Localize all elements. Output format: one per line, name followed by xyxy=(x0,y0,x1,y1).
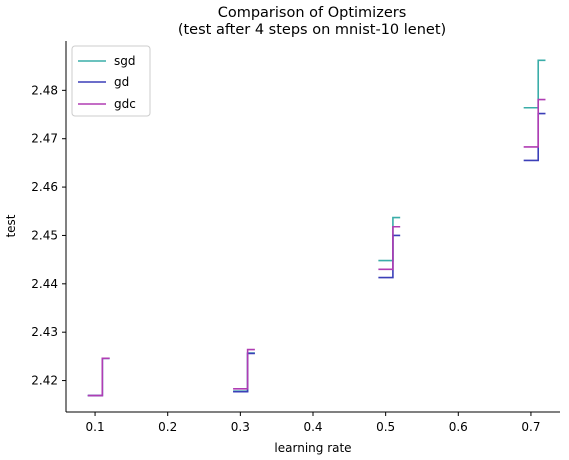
x-tick-label: 0.4 xyxy=(303,420,322,434)
y-tick-label: 2.43 xyxy=(31,325,58,339)
y-tick-label: 2.44 xyxy=(31,277,58,291)
series-sgd-step-4 xyxy=(523,59,546,109)
legend-label-gdc: gdc xyxy=(114,97,136,111)
x-axis-label: learning rate xyxy=(274,441,351,455)
x-tick-label: 0.2 xyxy=(158,420,177,434)
legend-label-gd: gd xyxy=(114,75,129,89)
y-tick-label: 2.48 xyxy=(31,83,58,97)
series-gdc-step-1 xyxy=(87,357,110,397)
x-tick-label: 0.6 xyxy=(449,420,468,434)
chart-title-line-1: Comparison of Optimizers xyxy=(218,5,407,21)
y-tick-label: 2.45 xyxy=(31,228,58,242)
x-tick-label: 0.5 xyxy=(376,420,395,434)
series-sgd-step-2 xyxy=(233,352,255,392)
y-axis-label: test xyxy=(4,214,18,237)
x-tick-label: 0.3 xyxy=(231,420,250,434)
series-gd-step-1 xyxy=(87,357,110,397)
x-tick-label: 0.1 xyxy=(86,420,105,434)
series-gdc-step-4 xyxy=(523,98,546,148)
y-tick-label: 2.47 xyxy=(31,132,58,146)
legend-label-sgd: sgd xyxy=(114,54,136,68)
series-gd-step-2 xyxy=(233,352,255,393)
series-gd-step-4 xyxy=(523,112,546,162)
series-gdc-step-3 xyxy=(378,225,401,271)
series-sgd-step-3 xyxy=(378,216,401,262)
legend-frame xyxy=(71,45,151,117)
series-gd-step-3 xyxy=(378,234,401,279)
x-tick-label: 0.7 xyxy=(521,420,540,434)
series-sgd-step-1 xyxy=(87,357,110,397)
legend: sgd gd gdc xyxy=(71,45,151,117)
y-tick-label: 2.42 xyxy=(31,374,58,388)
series-gdc-step-2 xyxy=(233,348,255,390)
y-axis-ticks: 2.42 2.43 2.44 2.45 2.46 2.47 2.48 xyxy=(31,83,66,388)
x-axis-ticks: 0.1 0.2 0.3 0.4 0.5 0.6 0.7 xyxy=(86,412,540,434)
chart-title-line-2: (test after 4 steps on mnist-10 lenet) xyxy=(178,22,446,38)
series-layer xyxy=(87,59,546,397)
y-tick-label: 2.46 xyxy=(31,180,58,194)
